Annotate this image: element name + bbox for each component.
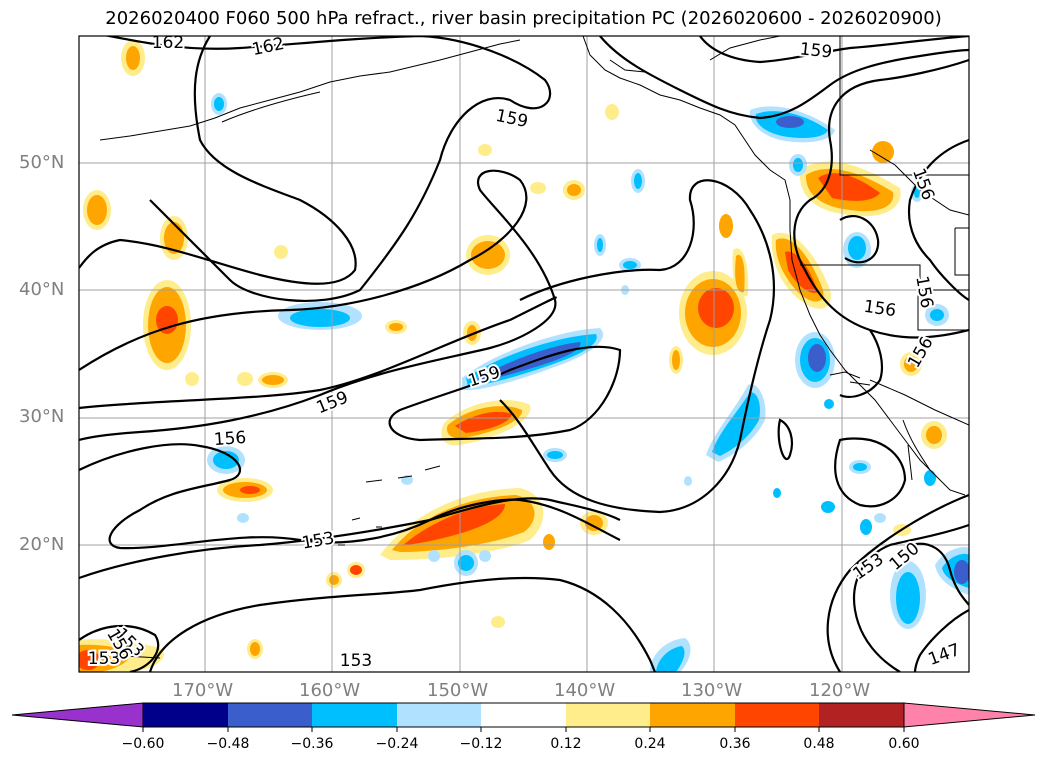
map-frame [78,35,970,673]
colorbar-tick: 0.36 [719,736,751,752]
colorbar-segment [566,703,650,727]
lon-label-160w: 160°W [299,680,361,701]
colorbar-tick: −0.12 [459,736,503,752]
colorbar-tick: −0.24 [375,736,419,752]
contour-label: 153 [850,549,888,584]
colorbar-segment [819,703,904,727]
colorbar-tick: 0.48 [803,736,835,752]
contour-label: 153 [340,651,372,671]
refractivity-contours [79,36,969,672]
lat-label-50n: 50°N [19,152,65,173]
colorbar-tick: 0.60 [888,736,920,752]
lon-label-120w: 120°W [809,680,871,701]
lat-label-40n: 40°N [19,279,65,300]
contour-label: 156 [911,274,936,309]
contour-label: 156 [213,428,247,450]
lon-label-140w: 140°W [554,680,616,701]
colorbar-segment [397,703,481,727]
colorbar-tick: −0.60 [121,736,165,752]
contour-label: 162 [152,33,184,53]
map-title: 2026020400 F060 500 hPa refract., river … [105,8,942,29]
contour-label: 156 [862,297,897,321]
contour-label: 153 [300,528,335,553]
graticule [79,36,969,672]
contour-label: 147 [926,640,963,670]
colorbar-segment [650,703,735,727]
colorbar-segment [228,703,312,727]
contour-label: 159 [799,39,833,62]
colorbar-tick: −0.36 [290,736,334,752]
lon-label-130w: 130°W [681,680,743,701]
contour-label: 153 [88,649,120,669]
colorbar-tick: 0.24 [634,736,666,752]
colorbar [11,702,1036,732]
colorbar-segment [481,703,566,727]
contour-label: 159 [466,362,503,391]
colorbar-segment [143,703,228,727]
lat-label-30n: 30°N [19,406,65,427]
lon-label-150w: 150°W [427,680,489,701]
contour-label: 162 [250,34,286,60]
colorbar-over-extend [903,702,1036,728]
colorbar-segment [735,703,819,727]
colorbar-segment [312,703,397,727]
lon-label-170w: 170°W [172,680,234,701]
lat-label-20n: 20°N [19,534,65,555]
precipitation-shading [79,40,969,672]
colorbar-under-extend [11,702,144,728]
contour-label: 159 [494,106,530,132]
colorbar-tick: −0.48 [206,736,250,752]
coastlines [99,36,969,659]
colorbar-tick: 0.12 [550,736,582,752]
contour-label: 159 [314,388,352,419]
